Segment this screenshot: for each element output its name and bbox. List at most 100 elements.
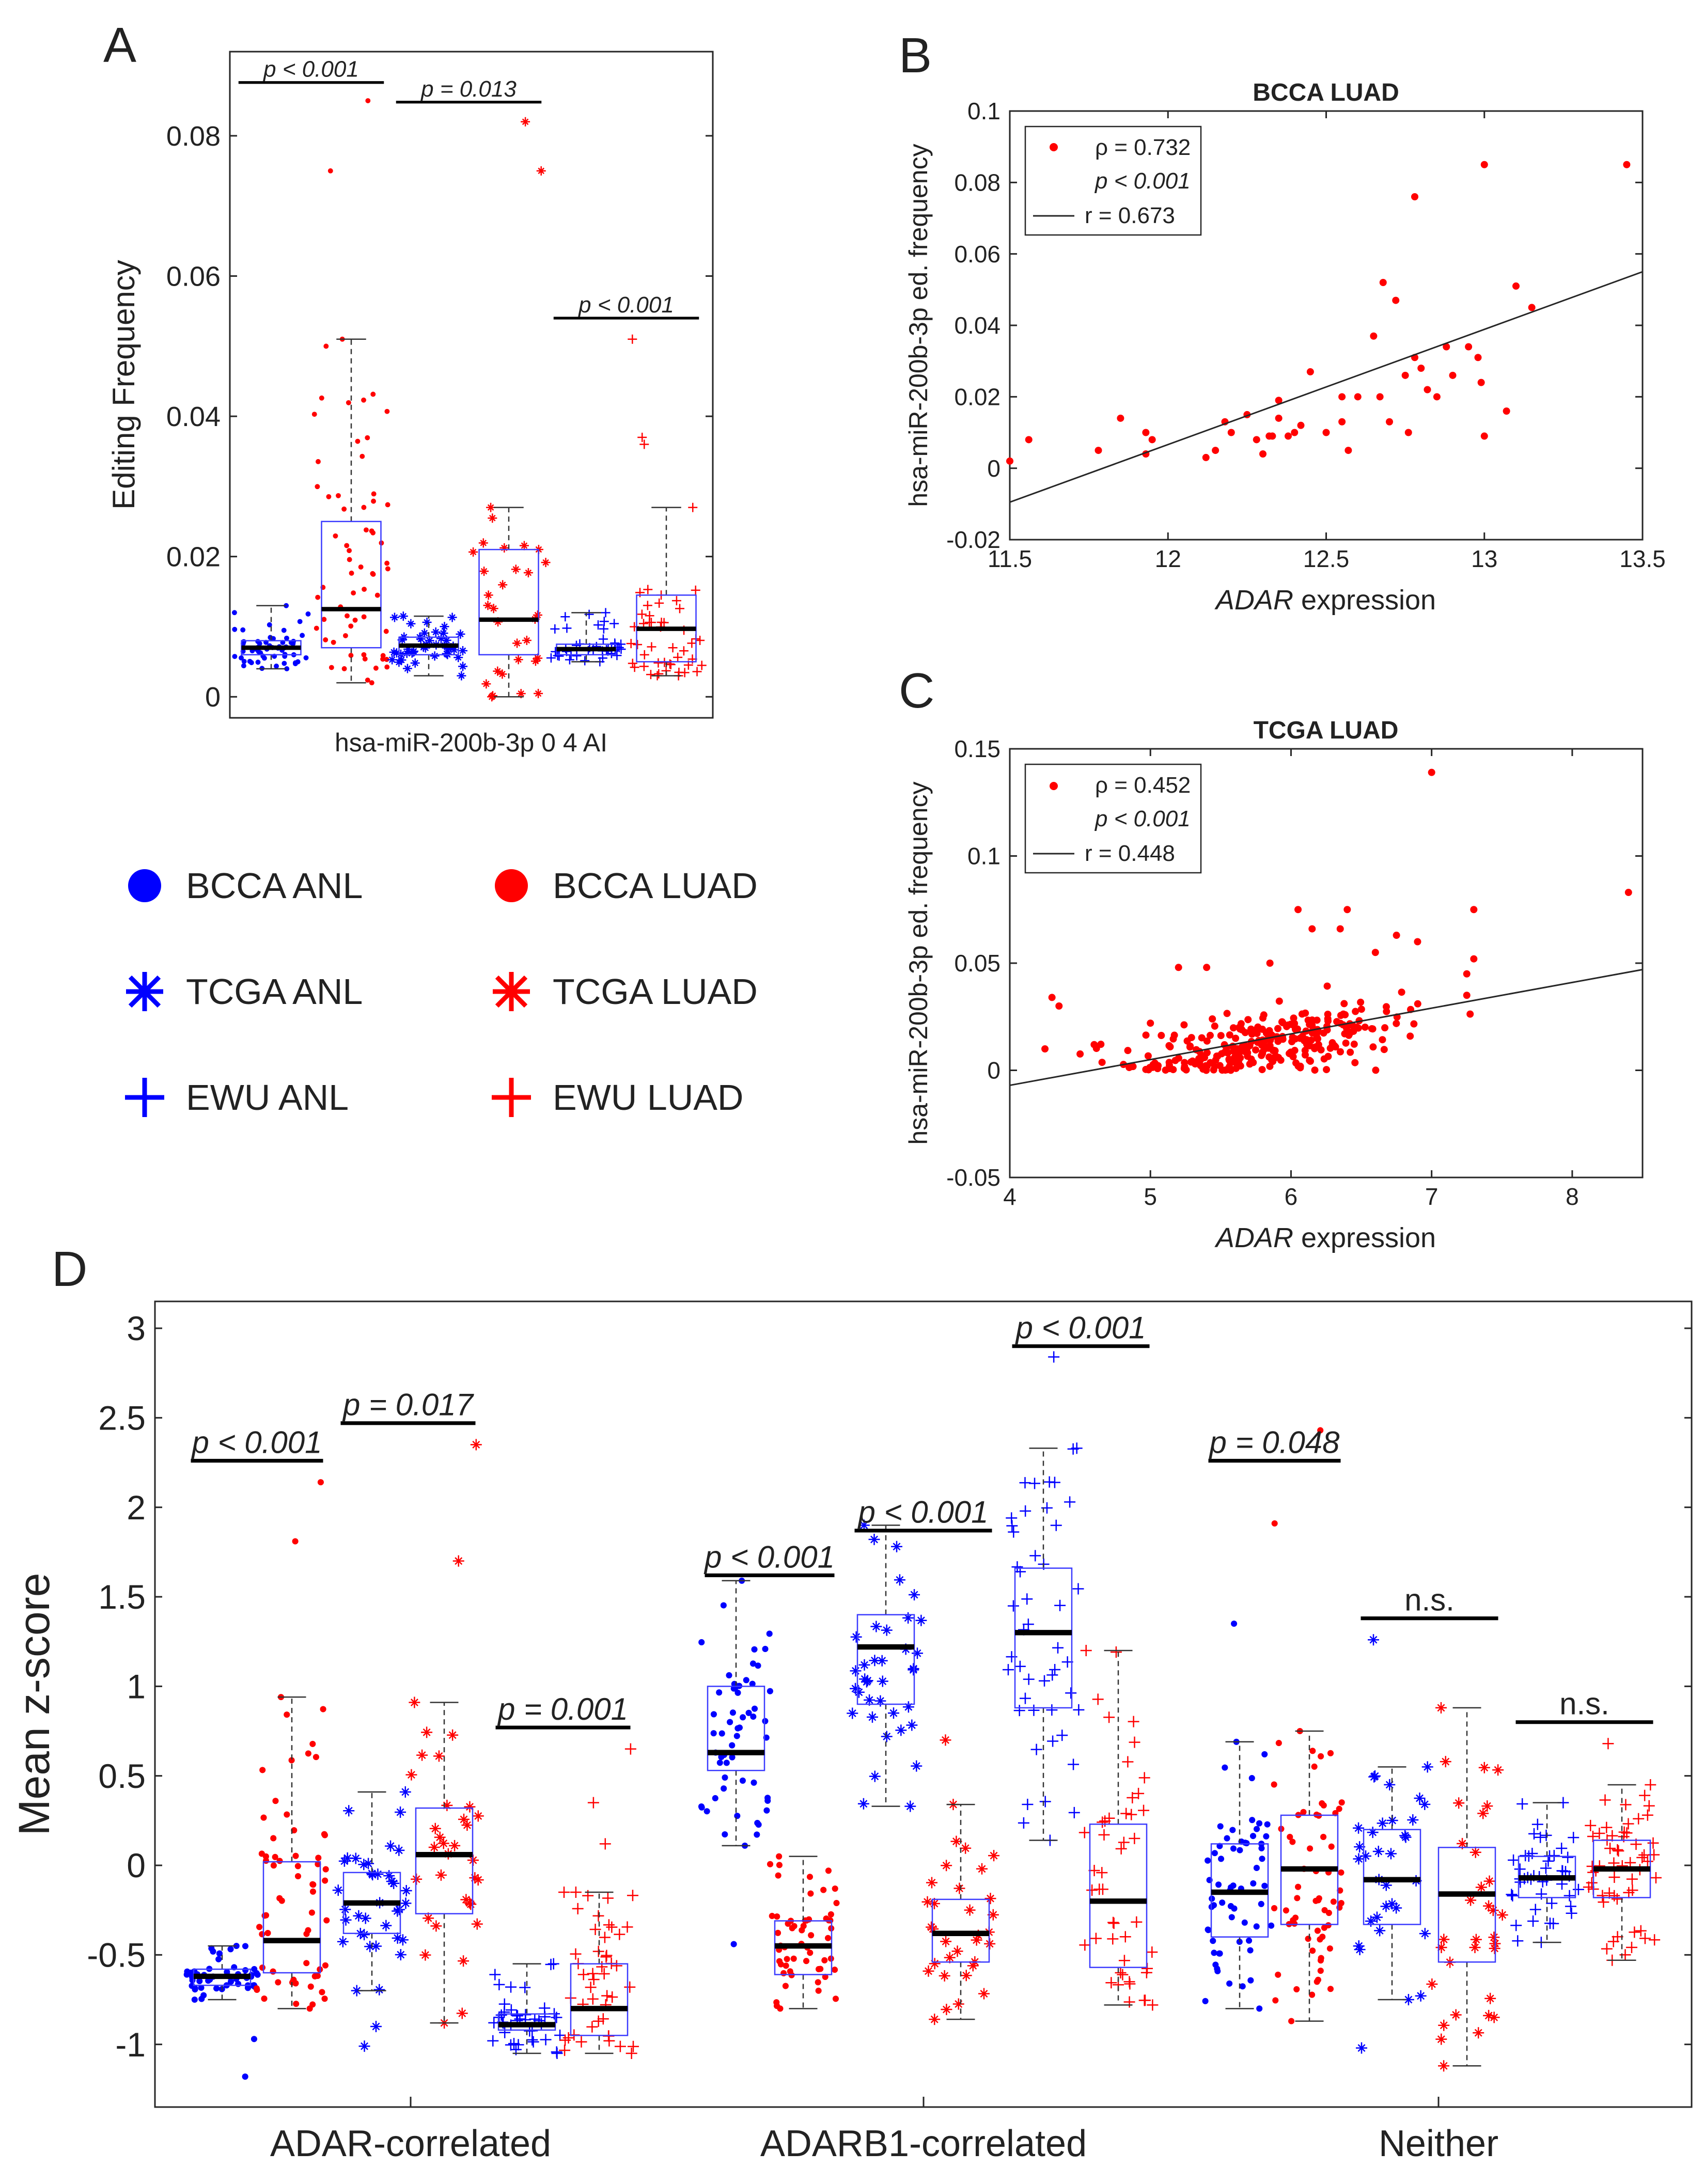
panel-a-point bbox=[420, 643, 430, 653]
panel-d-point bbox=[1002, 1664, 1014, 1676]
panel-d-point bbox=[1639, 1932, 1651, 1944]
panel-a-point bbox=[639, 650, 649, 659]
panel-a-sig-label: p < 0.001 bbox=[262, 57, 359, 82]
panel-c-ytick-label: -0.05 bbox=[946, 1164, 1000, 1191]
panel-d-point bbox=[1237, 1847, 1243, 1853]
panel-d-point bbox=[1508, 1854, 1520, 1866]
panel-d-point bbox=[341, 1852, 353, 1864]
panel-d-point bbox=[876, 1655, 888, 1667]
panel-c-point bbox=[1246, 1042, 1254, 1049]
panel-d-point bbox=[292, 1538, 299, 1545]
panel-d-point bbox=[941, 2004, 952, 2016]
panel-d-point bbox=[575, 2036, 587, 2048]
panel-d-point bbox=[383, 1870, 395, 1882]
panel-d-point bbox=[1309, 1991, 1316, 1998]
panel-d-point bbox=[1414, 1792, 1426, 1804]
panel-b-point bbox=[1338, 393, 1346, 401]
panel-b-xlabel: ADAR expression bbox=[1214, 585, 1436, 616]
panel-d-point bbox=[911, 1760, 923, 1772]
panel-a-point bbox=[654, 598, 664, 608]
panel-d-point bbox=[469, 1872, 481, 1884]
panel-b-ytick-label: 0.06 bbox=[954, 241, 1000, 268]
panel-d-point bbox=[789, 1925, 795, 1931]
panel-d-box bbox=[415, 1807, 474, 1914]
panel-c-point bbox=[1308, 1016, 1316, 1024]
panel-d-point bbox=[929, 2014, 941, 2025]
panel-c-point bbox=[1224, 1049, 1231, 1057]
panel-d-point bbox=[1230, 1845, 1237, 1852]
panel-d-point bbox=[718, 1730, 725, 1737]
panel-d-point bbox=[1354, 1943, 1366, 1955]
panel-d-point bbox=[270, 1835, 277, 1842]
panel-d-point bbox=[1019, 1477, 1031, 1489]
panel-d-point bbox=[716, 1759, 723, 1766]
panel-d-point bbox=[311, 1973, 318, 1979]
panel-a-point bbox=[267, 622, 272, 627]
panel-d-point bbox=[1309, 1947, 1316, 1954]
panel-d-point bbox=[1469, 1942, 1481, 1954]
panel-d-point bbox=[928, 1898, 940, 1909]
panel-d-point bbox=[242, 1967, 249, 1974]
panel-d-point bbox=[902, 1701, 914, 1713]
panel-c-point bbox=[1361, 1023, 1369, 1031]
panel-a-point bbox=[365, 435, 370, 441]
panel-a-point bbox=[456, 629, 465, 639]
panel-a-point bbox=[659, 618, 669, 627]
panel-d-point bbox=[766, 1630, 773, 1637]
panel-d-point bbox=[926, 1877, 937, 1889]
panel-d-point bbox=[1307, 1845, 1314, 1852]
panel-d-point bbox=[332, 1884, 344, 1896]
panel-d-point bbox=[1386, 1814, 1398, 1826]
panel-c-point bbox=[1624, 889, 1632, 897]
panel-d-point bbox=[850, 1665, 862, 1677]
panel-a-point bbox=[389, 612, 399, 622]
panel-d-point bbox=[825, 1867, 832, 1874]
panel-d-point bbox=[726, 1672, 732, 1679]
panel-a-point bbox=[550, 624, 560, 634]
panel-c-point bbox=[1347, 1048, 1354, 1056]
panel-a-point bbox=[247, 658, 253, 664]
panel-d-point bbox=[397, 1934, 409, 1946]
panel-d-point bbox=[1484, 1992, 1496, 2004]
panel-d-point bbox=[441, 1799, 453, 1811]
panel-d-point bbox=[1014, 1660, 1026, 1672]
panel-d-point bbox=[1138, 1804, 1150, 1816]
panel-d-point bbox=[1483, 1875, 1495, 1887]
panel-d-point bbox=[953, 1882, 965, 1894]
panel-d-point bbox=[762, 1645, 769, 1653]
panel-b-xtick-label: 13.5 bbox=[1619, 545, 1666, 572]
panel-d-point bbox=[1072, 1583, 1084, 1595]
panel-d-point bbox=[1205, 1857, 1211, 1864]
panel-d-point bbox=[626, 2048, 637, 2059]
panel-c-point bbox=[1144, 1052, 1152, 1060]
panel-d-point bbox=[312, 1754, 319, 1761]
panel-a-point bbox=[385, 502, 390, 508]
panel-c-point bbox=[1379, 1036, 1386, 1044]
panel-d-point bbox=[315, 1855, 322, 1861]
panel-b-point bbox=[1503, 407, 1510, 415]
panel-d-sig-label: p = 0.048 bbox=[1209, 1425, 1340, 1460]
panel-d-point bbox=[1215, 1881, 1222, 1888]
panel-c-point bbox=[1291, 1026, 1299, 1033]
panel-b-point bbox=[1345, 447, 1352, 454]
panel-d-point bbox=[1138, 1994, 1150, 2006]
panel-c-point bbox=[1175, 1054, 1182, 1062]
panel-d-point bbox=[866, 1711, 878, 1723]
panel-c-point bbox=[1048, 994, 1056, 1001]
panel-a-point bbox=[345, 613, 350, 619]
panel-d-point bbox=[827, 1911, 834, 1918]
panel-c-point bbox=[1324, 1015, 1332, 1023]
panel-a-point bbox=[628, 658, 637, 668]
panel-d-point bbox=[763, 1807, 770, 1814]
panel-d-point bbox=[205, 1977, 212, 1984]
panel-d-point bbox=[260, 1814, 267, 1821]
panel-d-point bbox=[614, 2040, 626, 2052]
panel-c-point bbox=[1258, 1041, 1265, 1049]
panel-c-point bbox=[1406, 1032, 1414, 1040]
panel-d-box bbox=[707, 1686, 765, 1771]
panel-d-point bbox=[270, 1862, 277, 1869]
panel-d-point bbox=[358, 2040, 370, 2052]
panel-d-point bbox=[777, 2005, 784, 2012]
panel-d-point bbox=[887, 1707, 899, 1719]
panel-d-point bbox=[1029, 1478, 1041, 1489]
